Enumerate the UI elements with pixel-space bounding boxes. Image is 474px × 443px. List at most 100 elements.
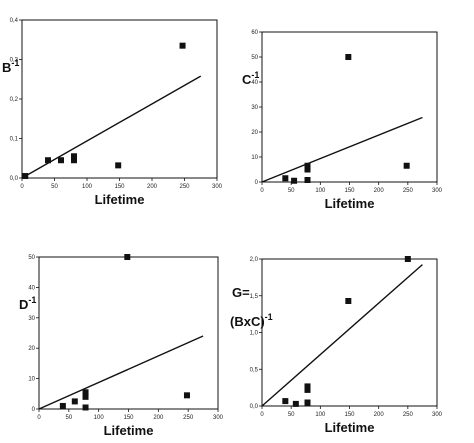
regression-line xyxy=(21,75,202,179)
x-tick-label: 250 xyxy=(403,412,414,418)
data-point xyxy=(124,254,131,260)
y-axis-title-base: D xyxy=(19,297,28,312)
data-point xyxy=(179,42,186,49)
data-point xyxy=(58,157,64,164)
y-tick-label: 50 xyxy=(251,55,258,61)
data-point xyxy=(345,298,352,304)
data-point xyxy=(345,54,352,60)
x-tick-label: 250 xyxy=(179,184,190,190)
y-tick-label: 1,5 xyxy=(250,294,259,300)
y-tick-label: 1,0 xyxy=(250,331,259,337)
y-axis-title-line2: (BxC)-1 xyxy=(230,312,273,329)
y-axis-title: C-1 xyxy=(242,70,259,87)
plot-frame xyxy=(261,258,438,407)
y-axis-title-base: C xyxy=(242,72,252,87)
y-tick-label: 0,2 xyxy=(10,97,19,103)
y-axis-title-base: (BxC) xyxy=(230,314,265,329)
data-point xyxy=(22,173,29,180)
x-axis-title: Lifetime xyxy=(325,196,375,211)
data-point xyxy=(282,398,289,405)
x-axis-title: Lifetime xyxy=(95,192,145,207)
y-tick-label: 0,4 xyxy=(10,18,19,24)
regression-line xyxy=(261,264,423,407)
y-axis-title: B-1 xyxy=(2,58,19,75)
data-point xyxy=(304,399,311,406)
x-tick-label: 250 xyxy=(183,415,194,421)
y-tick-label: 0,3 xyxy=(10,58,19,64)
x-tick-label: 0 xyxy=(260,412,264,418)
y-tick-label: 30 xyxy=(251,105,258,111)
x-tick-label: 150 xyxy=(344,188,355,194)
y-axis-title-line1: G= xyxy=(232,285,250,300)
x-tick-label: 50 xyxy=(288,412,295,418)
x-tick-label: 50 xyxy=(288,188,295,194)
x-tick-label: 50 xyxy=(65,415,72,421)
x-tick-label: 200 xyxy=(153,415,164,421)
x-tick-label: 250 xyxy=(403,188,414,194)
data-point xyxy=(82,393,89,400)
y-axis-title-superscript: -1 xyxy=(251,70,259,80)
x-tick-label: 300 xyxy=(213,415,224,421)
x-tick-label: 300 xyxy=(212,184,223,190)
y-tick-label: 50 xyxy=(28,255,35,261)
y-tick-label: 20 xyxy=(28,346,35,352)
data-point xyxy=(183,392,190,399)
y-axis-title-superscript: -1 xyxy=(265,312,273,322)
data-point xyxy=(304,386,311,393)
data-point xyxy=(304,166,311,173)
x-tick-label: 200 xyxy=(374,412,385,418)
y-tick-label: 10 xyxy=(251,155,258,161)
data-point xyxy=(304,383,311,390)
y-tick-label: 2,0 xyxy=(250,257,259,263)
data-point xyxy=(71,157,77,164)
y-tick-label: 40 xyxy=(28,285,35,291)
y-tick-label: 0,0 xyxy=(250,404,259,410)
chart-panel-3: 0 50 100 150 200 250 300 0 10 20 30 40 50 Lifetime D-1 xyxy=(19,254,224,438)
x-tick-label: 0 xyxy=(20,184,24,190)
x-tick-label: 100 xyxy=(82,184,93,190)
plot-frame xyxy=(38,256,219,410)
x-tick-label: 300 xyxy=(432,412,443,418)
x-tick-label: 50 xyxy=(51,184,58,190)
y-axis-title: D-1 xyxy=(19,295,36,312)
data-point xyxy=(82,404,89,411)
data-point xyxy=(403,162,410,169)
data-point xyxy=(282,175,289,182)
chart-panel-4: 0 50 100 150 200 250 300 0,0 0,5 1,0 1,5 2,0 Lifetim… xyxy=(230,256,443,435)
x-tick-label: 150 xyxy=(344,412,355,418)
data-point xyxy=(292,400,299,407)
y-tick-label: 0,0 xyxy=(10,176,19,182)
data-point xyxy=(115,162,122,169)
y-tick-label: 0,5 xyxy=(250,367,259,373)
data-point xyxy=(71,398,78,405)
data-point xyxy=(59,402,66,409)
y-axis-title-base: B xyxy=(2,60,11,75)
x-tick-label: 200 xyxy=(374,188,385,194)
x-axis-title: Lifetime xyxy=(325,420,375,435)
x-tick-label: 150 xyxy=(114,184,125,190)
y-axis-title-superscript: -1 xyxy=(28,295,36,305)
x-axis-title: Lifetime xyxy=(104,423,154,438)
x-tick-label: 100 xyxy=(315,412,326,418)
y-tick-label: 20 xyxy=(251,130,258,136)
regression-line xyxy=(261,116,423,183)
y-tick-label: 40 xyxy=(251,80,258,86)
x-tick-label: 0 xyxy=(260,188,264,194)
y-tick-label: 0 xyxy=(32,407,36,413)
plot-frame xyxy=(21,19,218,179)
x-tick-label: 0 xyxy=(37,415,41,421)
data-point xyxy=(291,177,298,184)
y-tick-label: 0,1 xyxy=(10,137,19,143)
x-tick-label: 200 xyxy=(147,184,158,190)
y-tick-label: 30 xyxy=(28,316,35,322)
regression-line xyxy=(38,335,204,410)
data-point xyxy=(304,162,311,169)
data-point xyxy=(71,153,77,160)
x-tick-label: 300 xyxy=(432,188,443,194)
x-tick-label: 150 xyxy=(123,415,134,421)
chart-panel-1: 0 50 100 150 200 250 300 0,0 0,1 0,2 0,3 0,4 Lifetim… xyxy=(2,18,223,207)
data-point xyxy=(45,157,51,164)
chart-panel-2: 0 50 100 150 200 250 300 0 10 20 30 40 50 60 Lifetime C… xyxy=(242,30,443,211)
y-tick-label: 10 xyxy=(28,377,35,383)
